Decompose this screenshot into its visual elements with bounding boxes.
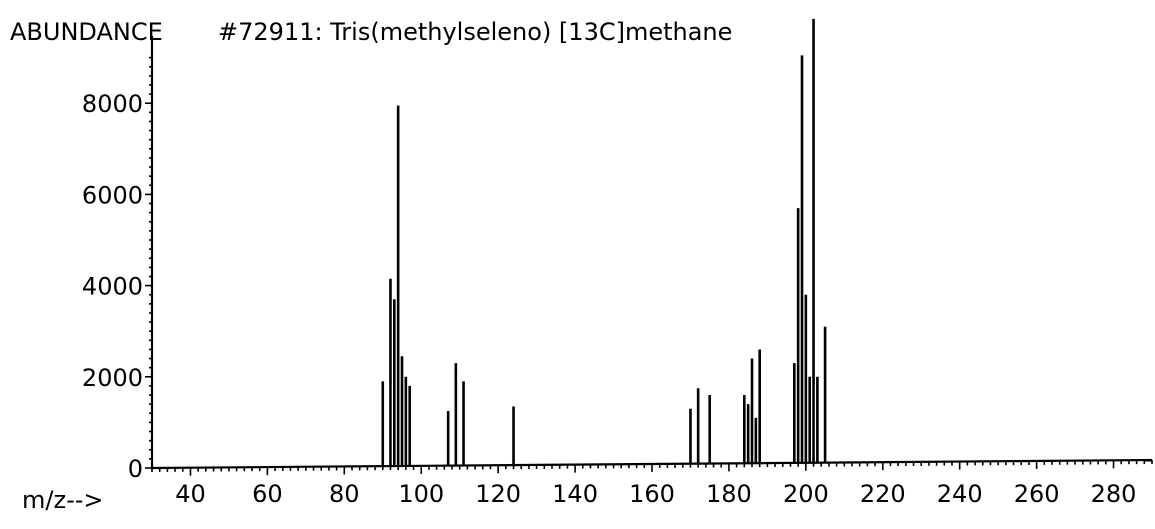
y-tick-label: 2000 <box>82 364 143 392</box>
x-tick-label: 260 <box>1014 480 1060 508</box>
x-tick-label: 280 <box>1091 480 1137 508</box>
x-tick-label: 160 <box>629 480 675 508</box>
x-tick-label: 240 <box>937 480 983 508</box>
y-tick-label: 6000 <box>82 181 143 209</box>
spectrum-bars <box>383 19 825 466</box>
y-axis-title: ABUNDANCE <box>10 18 163 46</box>
y-tick-label: 4000 <box>82 273 143 301</box>
x-tick-label: 100 <box>398 480 444 508</box>
y-tick-label: 0 <box>128 455 143 483</box>
chart-title: #72911: Tris(methylseleno) [13C]methane <box>218 18 732 46</box>
x-tick-label: 200 <box>783 480 829 508</box>
x-axis-title: m/z--> <box>22 486 104 514</box>
x-tick-label: 220 <box>860 480 906 508</box>
x-tick-label: 40 <box>175 480 206 508</box>
x-tick-label: 140 <box>552 480 598 508</box>
x-tick-label: 60 <box>252 480 283 508</box>
x-tick-label: 180 <box>706 480 752 508</box>
x-tick-label: 80 <box>329 480 360 508</box>
y-tick-label: 8000 <box>82 90 143 118</box>
x-tick-label: 120 <box>475 480 521 508</box>
axes: 40 60 80 100 120 140 160 180 200 220 240 260 280 0 200… <box>82 36 1152 508</box>
